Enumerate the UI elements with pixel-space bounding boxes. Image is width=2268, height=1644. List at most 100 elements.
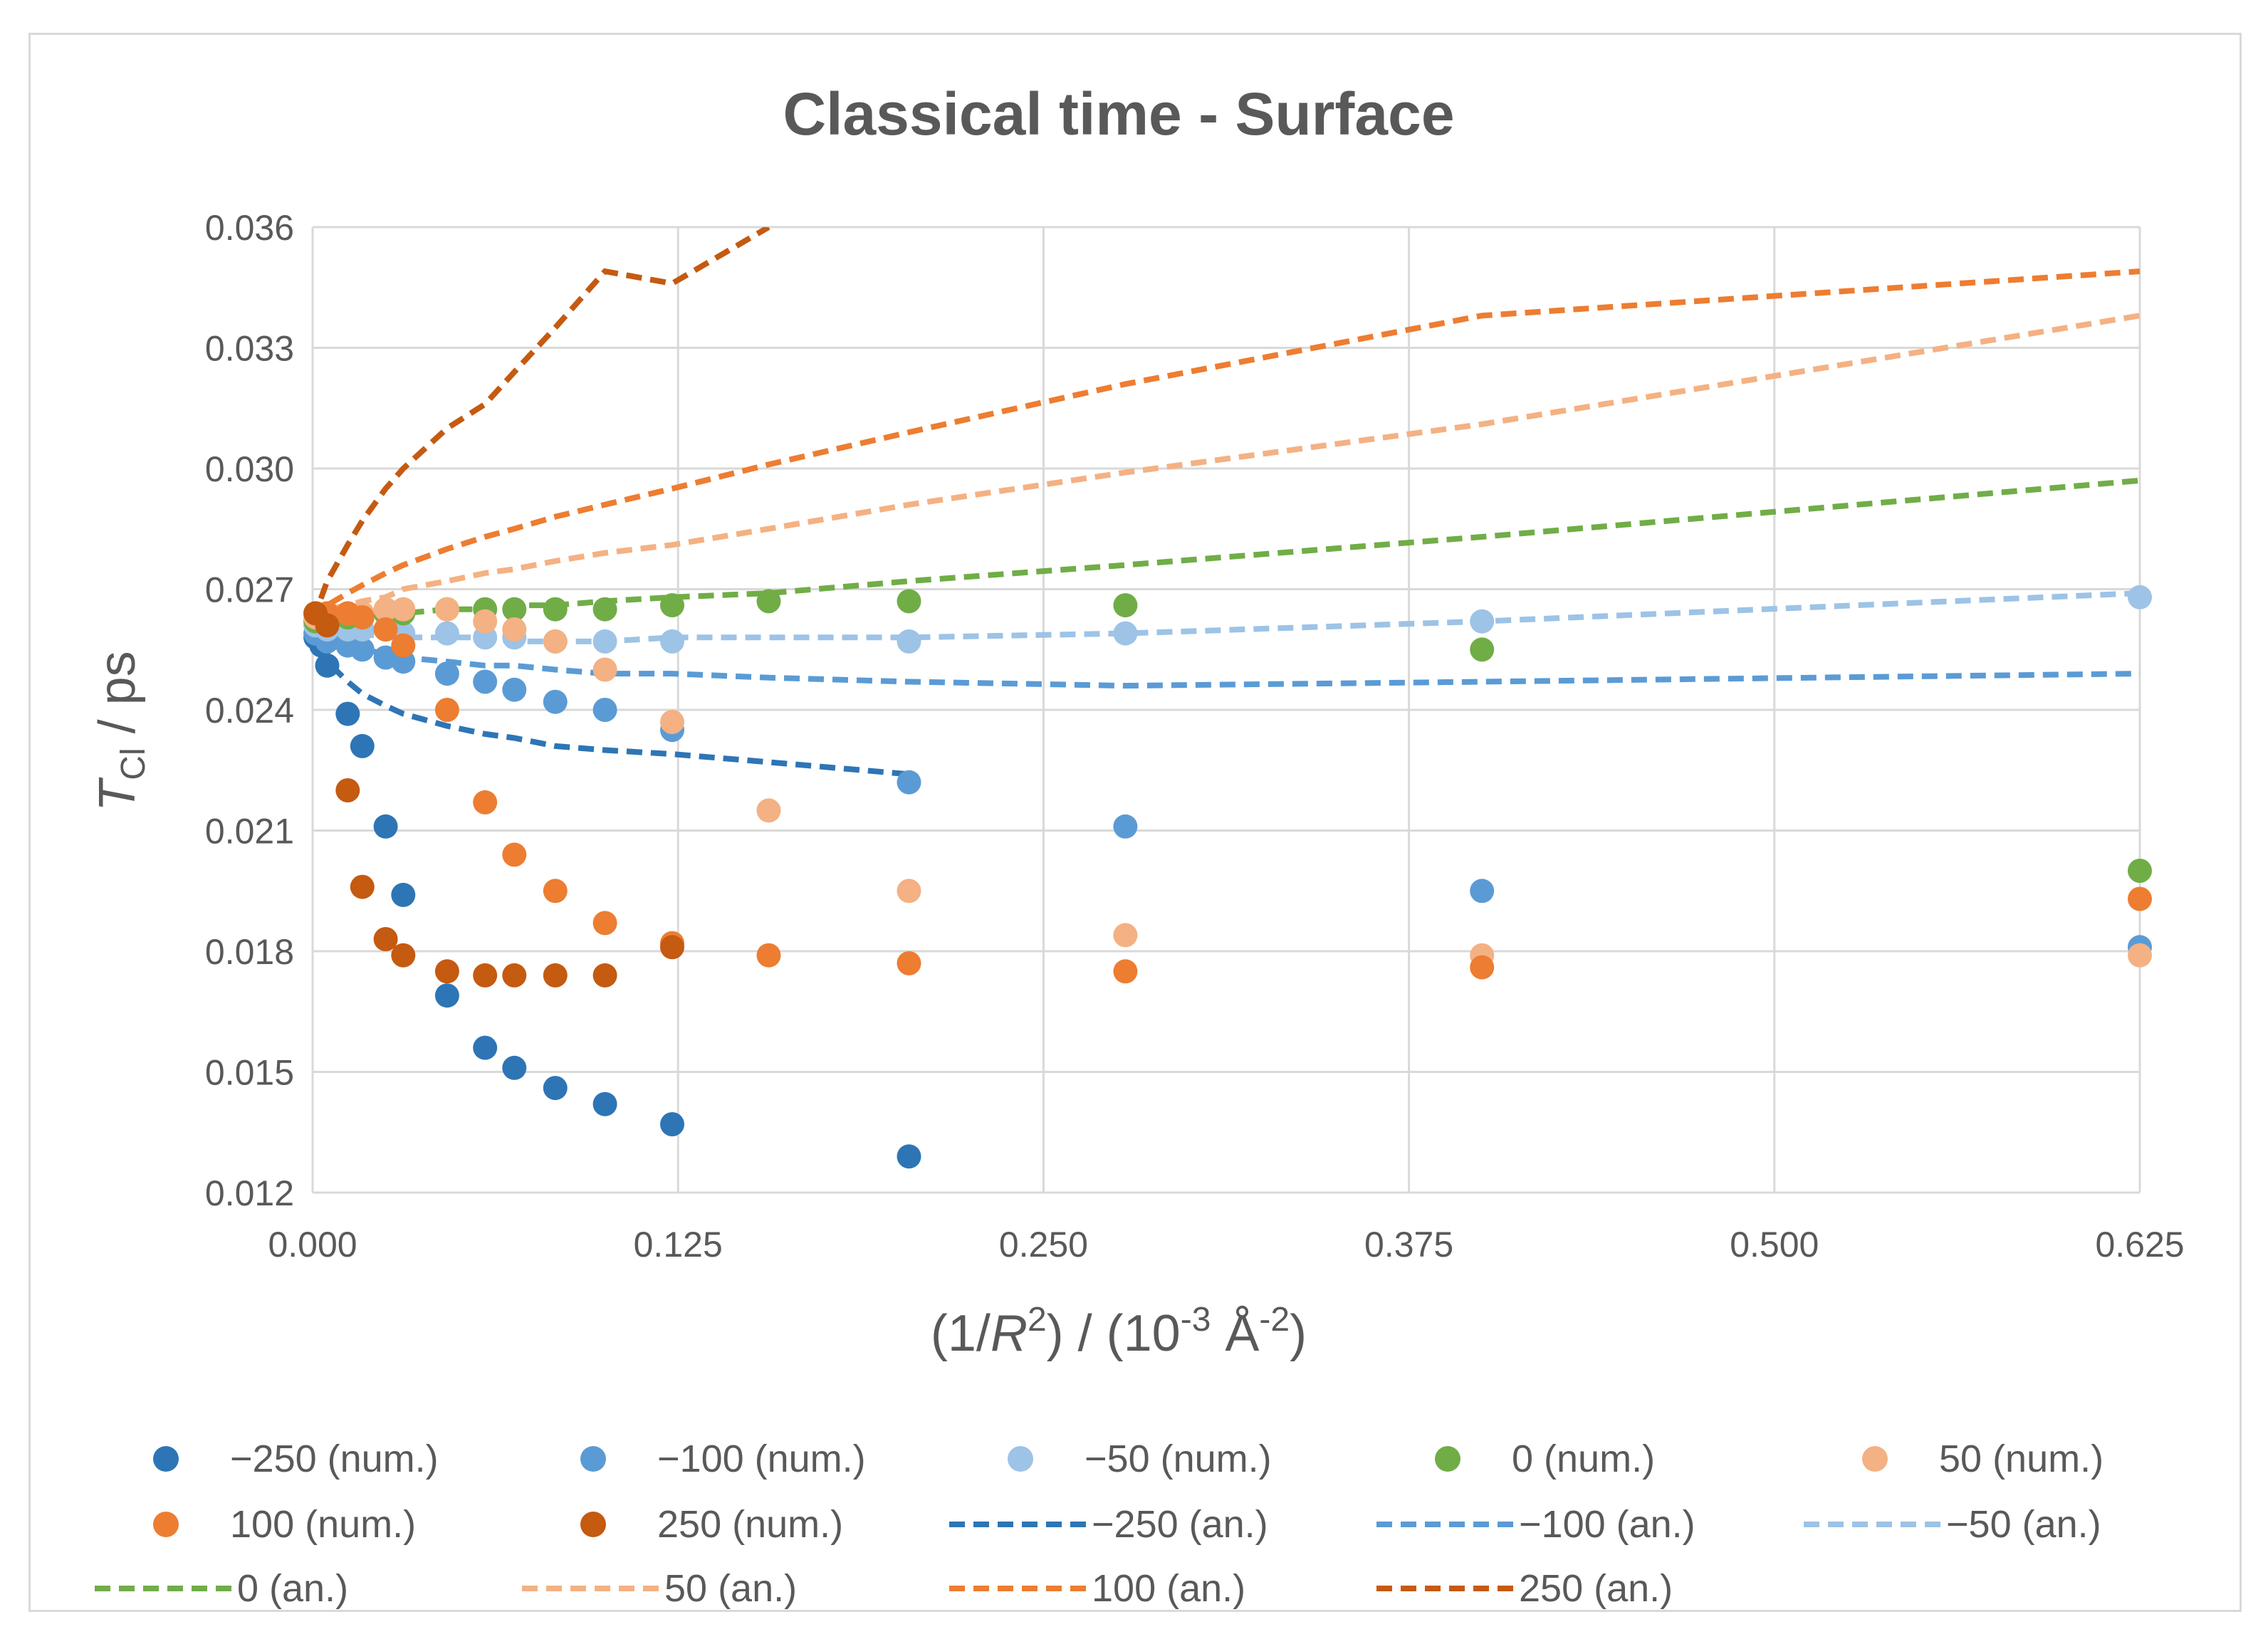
data-point [335,701,360,726]
grid [311,226,2141,1194]
data-point [502,1055,527,1080]
data-point [434,959,459,984]
x-tick-label: 0.000 [268,1225,357,1265]
data-point [434,661,459,686]
chart-title: Classical time - Surface [783,80,1454,147]
data-point [897,879,921,904]
data-point [756,798,781,823]
legend-label: −50 (an.) [1946,1503,2101,1546]
data-point [1470,637,1495,662]
legend-item: −50 (num.) [1008,1438,1272,1480]
x-axis-label: (1/R2) / (10-3 Å-2) [931,1301,1307,1362]
data-point [543,963,568,988]
series-line [313,620,909,778]
data-point [373,597,398,622]
y-tick-label: 0.012 [205,1173,294,1213]
data-point [543,689,568,714]
x-tick-label: 0.125 [634,1225,723,1265]
analytic-lines [313,227,2140,778]
x-axis-ticks: 0.000 0.125 0.250 0.375 0.500 0.625 [268,1225,2184,1265]
legend-item: −100 (an.) [1376,1503,1695,1546]
legend-marker [153,1446,179,1472]
data-point [897,1144,921,1169]
data-point [391,597,416,622]
y-tick-label: 0.015 [205,1053,294,1093]
legend-label: −50 (num.) [1085,1438,1272,1480]
x-tick-label: 0.250 [999,1225,1088,1265]
data-point [335,778,360,802]
legend-label: 250 (an.) [1519,1567,1673,1610]
data-point [434,597,459,622]
legend-item: 250 (num.) [580,1503,843,1546]
data-point [897,951,921,975]
legend-marker [580,1446,606,1472]
data-point [391,882,416,907]
data-point [473,669,498,694]
legend-label: 100 (an.) [1092,1567,1245,1610]
data-point [350,637,375,662]
legend-label: 50 (an.) [664,1567,797,1610]
y-tick-label: 0.036 [205,208,294,248]
data-point [502,842,527,867]
data-point [473,609,498,634]
data-point [592,629,617,654]
chart-frame: Classical time - Surface 0.012 0.015 0.018… [28,33,2242,1612]
data-point [373,927,398,951]
legend-item: −50 (an.) [1804,1503,2101,1546]
y-axis-label: TCl / ps [89,651,152,811]
x-tick-label: 0.500 [1730,1225,1819,1265]
data-point [756,943,781,968]
y-tick-label: 0.018 [205,932,294,972]
y-tick-label: 0.030 [205,449,294,489]
data-point [373,617,398,642]
legend-item: −250 (an.) [949,1503,1268,1546]
data-point [592,597,617,622]
legend: −250 (num.) −100 (num.) −50 (num.) 0 (num.)… [95,1438,2104,1610]
data-point [897,629,921,654]
data-point [592,657,617,682]
data-point [315,613,340,638]
y-tick-label: 0.021 [205,812,294,852]
legend-label: 0 (an.) [237,1567,348,1610]
data-point [1113,593,1138,618]
data-point [350,605,375,629]
data-point [473,963,498,988]
data-point [2128,886,2152,911]
data-point [897,770,921,795]
data-point [1113,959,1138,984]
chart-canvas: Classical time - Surface 0.012 0.015 0.018… [89,80,2185,1610]
data-point [592,911,617,936]
data-point [391,633,416,658]
legend-item: 250 (an.) [1376,1567,1673,1610]
data-point [897,589,921,614]
series-line [313,227,770,623]
data-point [543,597,568,622]
data-point [2128,859,2152,883]
numeric-markers [303,585,2152,1169]
x-tick-label: 0.625 [2095,1225,2184,1265]
legend-marker [1008,1446,1033,1472]
data-point [660,1112,684,1136]
legend-marker [580,1512,606,1537]
legend-marker [153,1512,179,1537]
legend-item: 0 (an.) [95,1567,348,1610]
y-tick-label: 0.027 [205,570,294,610]
series-line [313,619,2140,689]
data-point [543,1076,568,1101]
series-line [313,477,2140,624]
data-point [434,698,459,722]
data-point [1470,955,1495,980]
legend-marker [1862,1446,1888,1472]
legend-label: 50 (num.) [1939,1438,2104,1480]
data-point [502,963,527,988]
data-point [1113,621,1138,646]
data-point [543,879,568,904]
x-tick-label: 0.375 [1364,1225,1453,1265]
data-point [592,1091,617,1116]
data-point [502,677,527,702]
data-point [660,629,684,654]
legend-label: −250 (num.) [230,1438,439,1480]
data-point [543,629,568,654]
legend-label: −250 (an.) [1092,1503,1268,1546]
data-point [434,983,459,1008]
